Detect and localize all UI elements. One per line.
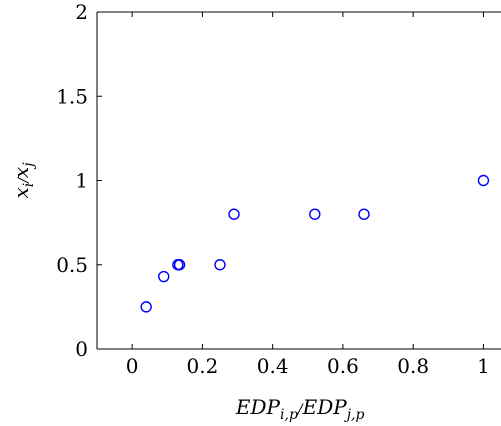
- x-tick-label: 0.8: [397, 354, 429, 378]
- ticks: 0 0.2 0.4 0.6 0.8 1 0 0.5 1 1.5 2: [56, 0, 490, 378]
- data-point: [158, 270, 170, 283]
- y-tick-label: 2: [75, 0, 88, 24]
- axes: [96, 11, 501, 350]
- axis-labels: EDPi,p/EDPj,p xi/xj: [9, 162, 365, 423]
- x-tick-label: 0.6: [327, 354, 359, 378]
- data-point: [140, 301, 152, 313]
- y-tick-label: 1: [75, 169, 88, 193]
- data-point: [173, 259, 186, 271]
- y-tick-label: 1.5: [56, 84, 88, 108]
- data-point: [214, 259, 226, 271]
- y-tick-label: 0: [75, 337, 88, 361]
- x-tick-label: 1: [477, 354, 490, 378]
- x-tick-label: 0: [126, 354, 139, 378]
- x-tick-label: 0.2: [186, 354, 218, 378]
- y-tick-label: 0.5: [56, 253, 88, 277]
- x-axis-label: EDPi,p/EDPj,p: [235, 395, 365, 423]
- data-point: [309, 208, 321, 220]
- data-point: [358, 208, 370, 220]
- data-point: [228, 208, 240, 220]
- data-points: [140, 174, 490, 313]
- data-point: [477, 174, 490, 187]
- x-tick-label: 0.4: [257, 354, 289, 378]
- y-axis-label: xi/xj: [9, 162, 37, 199]
